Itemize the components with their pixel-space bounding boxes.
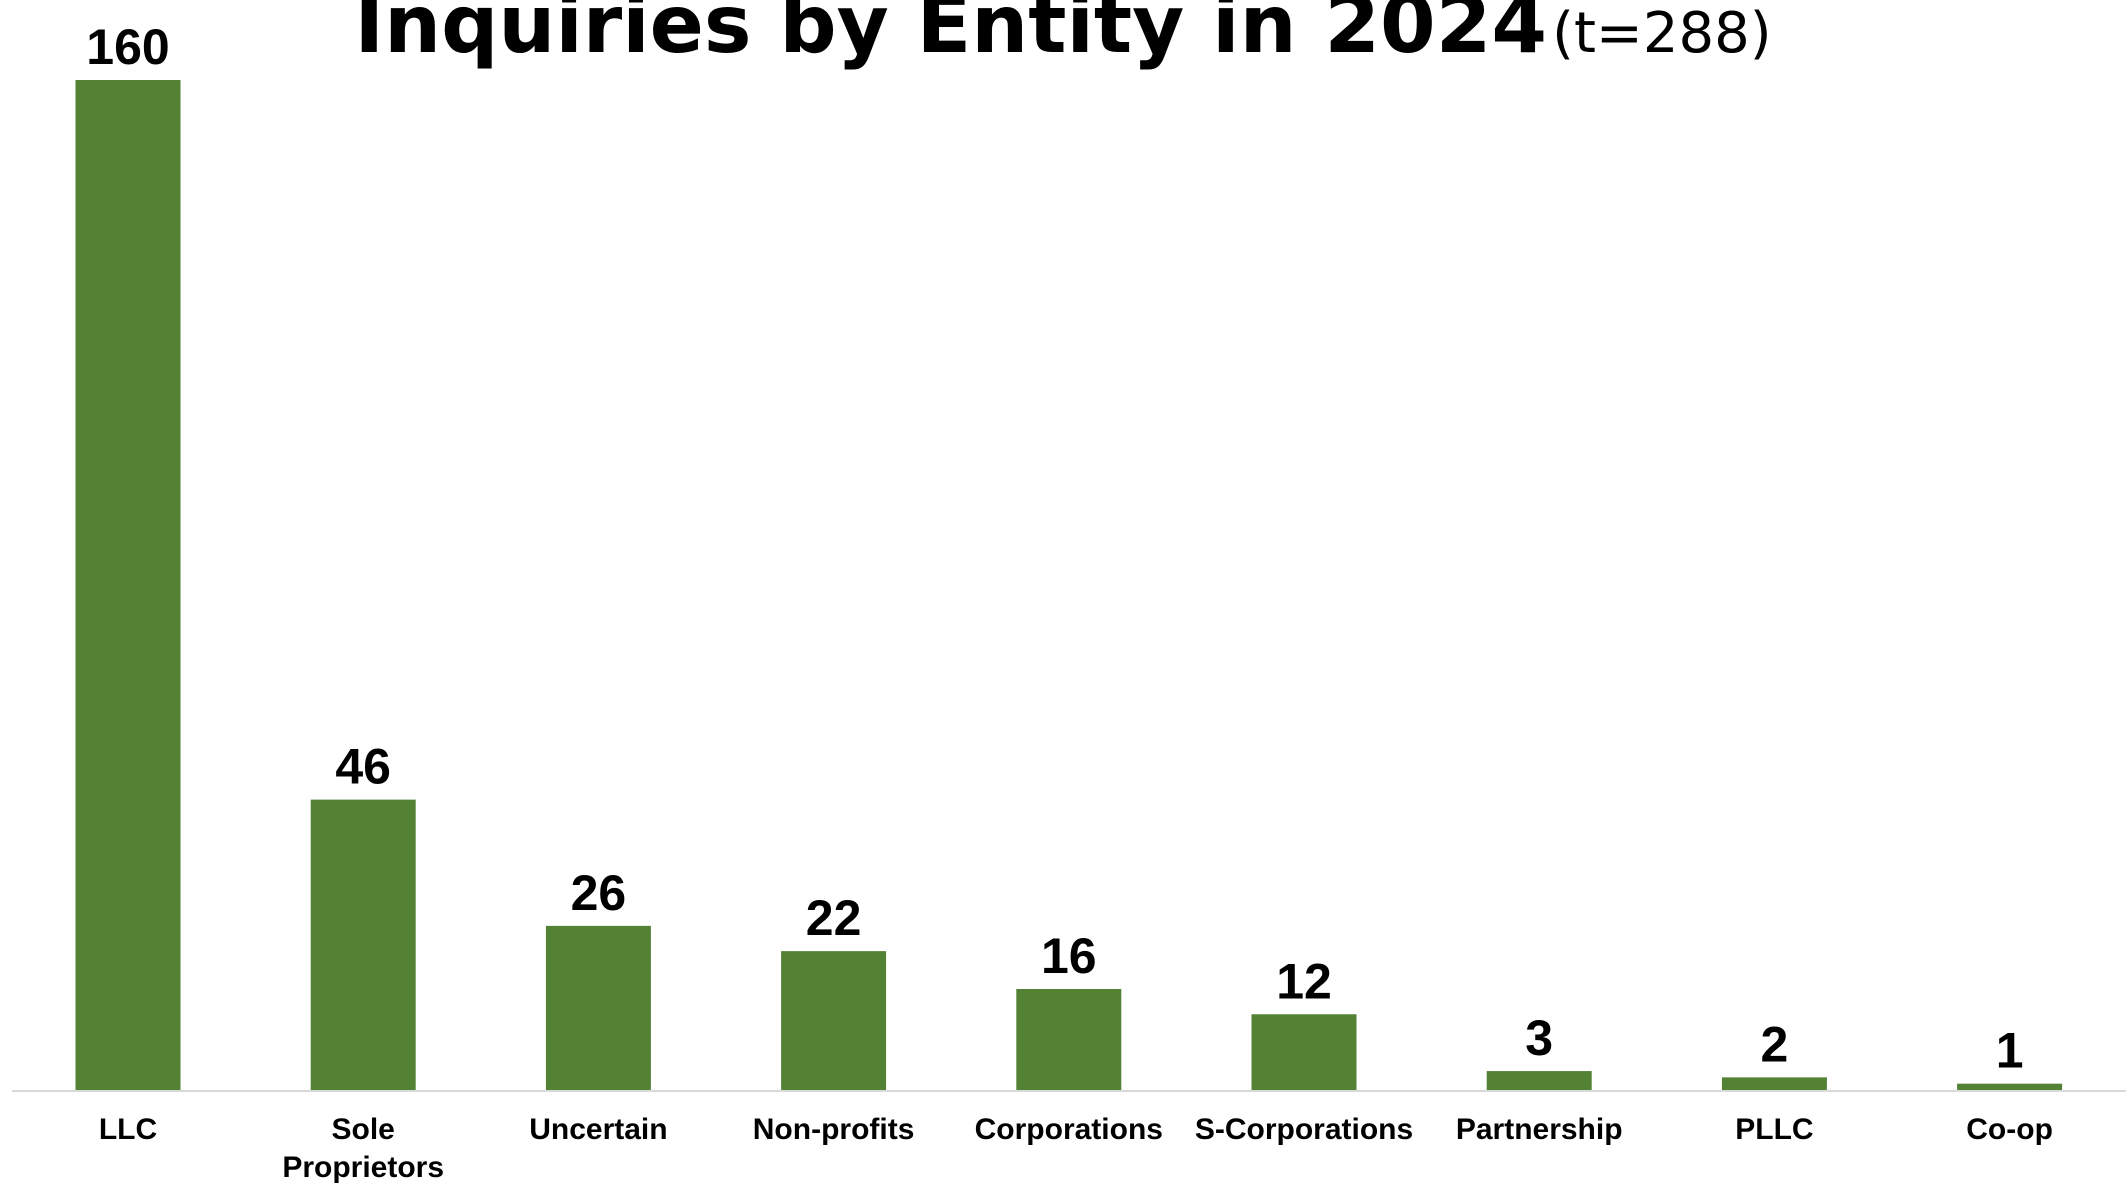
chart-title-main: Inquiries by Entity in 2024 xyxy=(354,0,1548,71)
data-label: 22 xyxy=(806,890,862,946)
bar-sole-proprietors xyxy=(310,799,416,1090)
category-label: Sole Proprietors xyxy=(282,1113,444,1184)
category-label: Co-op xyxy=(1966,1113,2053,1146)
bar-uncertain xyxy=(545,925,651,1090)
bar-pllc xyxy=(1721,1077,1827,1090)
bar-llc xyxy=(75,80,181,1090)
data-label: 1 xyxy=(1996,1023,2024,1079)
bar-s-corporations xyxy=(1251,1014,1357,1090)
category-label: Uncertain xyxy=(529,1113,667,1146)
data-label: 3 xyxy=(1525,1010,1553,1066)
category-label: S-Corporations xyxy=(1195,1113,1413,1146)
chart-subtitle: (t=288) xyxy=(1552,1,1772,66)
category-label: Non-profits xyxy=(753,1113,915,1146)
data-label: 12 xyxy=(1276,953,1332,1009)
category-label: LLC xyxy=(99,1113,157,1146)
bar-partnership xyxy=(1486,1071,1592,1090)
category-label: Partnership xyxy=(1456,1113,1623,1146)
data-label: 46 xyxy=(335,739,391,795)
data-label: 26 xyxy=(571,865,627,921)
bar-co-op xyxy=(1957,1083,2063,1090)
category-label: PLLC xyxy=(1735,1113,1813,1146)
category-label: Corporations xyxy=(975,1113,1163,1146)
data-label: 16 xyxy=(1041,928,1097,984)
data-label: 160 xyxy=(86,19,169,75)
data-label: 2 xyxy=(1760,1016,1788,1072)
bar-corporations xyxy=(1016,989,1122,1090)
bar-non-profits xyxy=(781,951,887,1090)
chart-title: Inquiries by Entity in 2024 (t=288) xyxy=(0,0,2126,71)
